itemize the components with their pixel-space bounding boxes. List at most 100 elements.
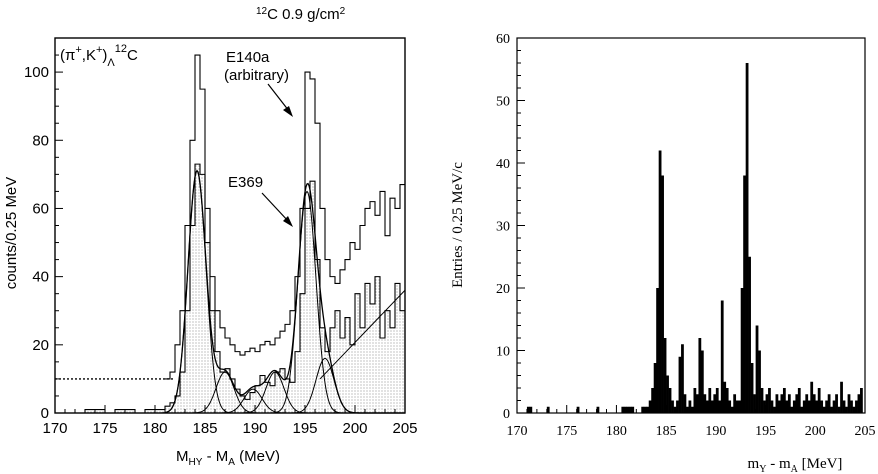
histogram-bar [626, 406, 630, 413]
histogram-bar [807, 400, 811, 413]
histogram-bar [718, 400, 722, 413]
right-x-tick-label: 180 [606, 424, 627, 439]
histogram-bar [678, 356, 682, 413]
right-y-tick-label: 40 [496, 157, 510, 172]
histogram-bar [688, 400, 692, 413]
histogram-bar [730, 406, 734, 413]
histogram-bar [641, 406, 645, 413]
histogram-bar [738, 400, 742, 413]
right-histogram-bars [526, 63, 863, 413]
histogram-bar [643, 406, 647, 413]
histogram-bar [743, 175, 746, 413]
histogram-bar [708, 388, 712, 413]
histogram-bar [778, 400, 781, 413]
histogram-bar [847, 394, 851, 413]
left-chart: 170 175 180 185 190 195 200 205 0 20 40 60 80 100 (π+… [3, 6, 418, 468]
left-e369-shaded-area [55, 164, 405, 413]
histogram-bar [661, 175, 664, 413]
histogram-bar [526, 406, 530, 413]
left-series-group [55, 54, 405, 414]
histogram-bar [656, 288, 659, 413]
left-x-tick-label: 180 [142, 420, 167, 437]
histogram-bar [683, 394, 687, 413]
e140a-arrow-head [283, 106, 293, 117]
e140a-annotation-label: E140a [226, 49, 270, 66]
histogram-bar [782, 388, 786, 413]
right-y-tick-label: 0 [503, 407, 510, 422]
histogram-bar [671, 400, 674, 413]
left-y-tick-label: 100 [24, 64, 49, 81]
histogram-bar [529, 406, 533, 413]
histogram-bar [576, 406, 580, 413]
histogram-bar [753, 394, 756, 413]
histogram-bar [681, 344, 684, 413]
left-x-tick-label: 185 [192, 420, 217, 437]
histogram-bar [705, 400, 709, 413]
right-axis-ticks: 170 175 180 185 190 195 200 205 0 10 20 30 40 50 60 [496, 32, 876, 439]
histogram-bar [760, 388, 764, 413]
histogram-bar [790, 406, 794, 413]
histogram-bar [802, 400, 806, 413]
histogram-bar [755, 325, 759, 413]
left-y-tick-label: 20 [32, 337, 49, 354]
histogram-bar [855, 400, 858, 413]
histogram-bar [857, 394, 861, 413]
e369-annotation-label: E369 [228, 174, 263, 191]
left-x-tick-label: 195 [292, 420, 317, 437]
histogram-bar [837, 406, 841, 413]
right-y-tick-label: 10 [496, 345, 510, 360]
histogram-bar [787, 394, 791, 413]
histogram-bar [860, 388, 863, 413]
histogram-bar [668, 388, 672, 413]
histogram-bar [745, 63, 749, 413]
histogram-bar [728, 400, 732, 413]
histogram-bar [686, 406, 689, 413]
histogram-bar [842, 400, 846, 413]
left-x-tick-label: 205 [392, 420, 417, 437]
histogram-bar [673, 406, 677, 413]
histogram-bar [845, 406, 848, 413]
histogram-bar [830, 406, 833, 413]
histogram-bar [795, 394, 799, 413]
histogram-bar [733, 394, 737, 413]
left-x-tick-label: 175 [92, 420, 117, 437]
histogram-bar [628, 406, 632, 413]
histogram-bar [852, 406, 856, 413]
e369-arrow-head [283, 216, 293, 227]
right-x-tick-label: 200 [805, 424, 826, 439]
left-y-tick-label: 40 [32, 269, 49, 286]
histogram-bar [666, 375, 669, 413]
left-title-label: (π+,K+)Λ12C [60, 43, 138, 69]
histogram-bar [623, 406, 627, 413]
right-y-tick-label: 20 [496, 282, 510, 297]
left-x-tick-label: 190 [242, 420, 267, 437]
right-x-tick-label: 190 [705, 424, 726, 439]
gaussian-fit-peak [270, 190, 344, 414]
histogram-bar [785, 400, 789, 413]
right-y-axis-title: Entries / 0.25 MeV/c [450, 162, 466, 288]
histogram-bar [820, 400, 824, 413]
histogram-bar [750, 363, 754, 413]
histogram-bar [835, 394, 838, 413]
histogram-bar [713, 394, 717, 413]
right-y-tick-label: 30 [496, 220, 510, 235]
background-fit-line [319, 289, 406, 380]
histogram-bar [810, 381, 814, 413]
histogram-bar [720, 300, 724, 413]
histogram-bar [775, 394, 779, 413]
histogram-bar [792, 400, 796, 413]
histogram-bar [812, 394, 816, 413]
histogram-bar [693, 388, 697, 413]
right-x-tick-label: 185 [656, 424, 677, 439]
left-y-axis-title: counts/0.25 MeV [3, 177, 20, 290]
left-y-tick-label: 0 [41, 405, 49, 422]
left-x-tick-label: 170 [42, 420, 67, 437]
histogram-bar [631, 406, 635, 413]
histogram-bar [596, 406, 600, 413]
right-chart: 170 175 180 185 190 195 200 205 0 10 20 30 40 50 60 En… [450, 32, 876, 474]
right-plot-frame [516, 37, 866, 414]
left-y-tick-label: 80 [32, 132, 49, 149]
histogram-bar [800, 406, 804, 413]
left-axis-ticks: 170 175 180 185 190 195 200 205 0 20 40 60 80 100 [24, 54, 418, 437]
